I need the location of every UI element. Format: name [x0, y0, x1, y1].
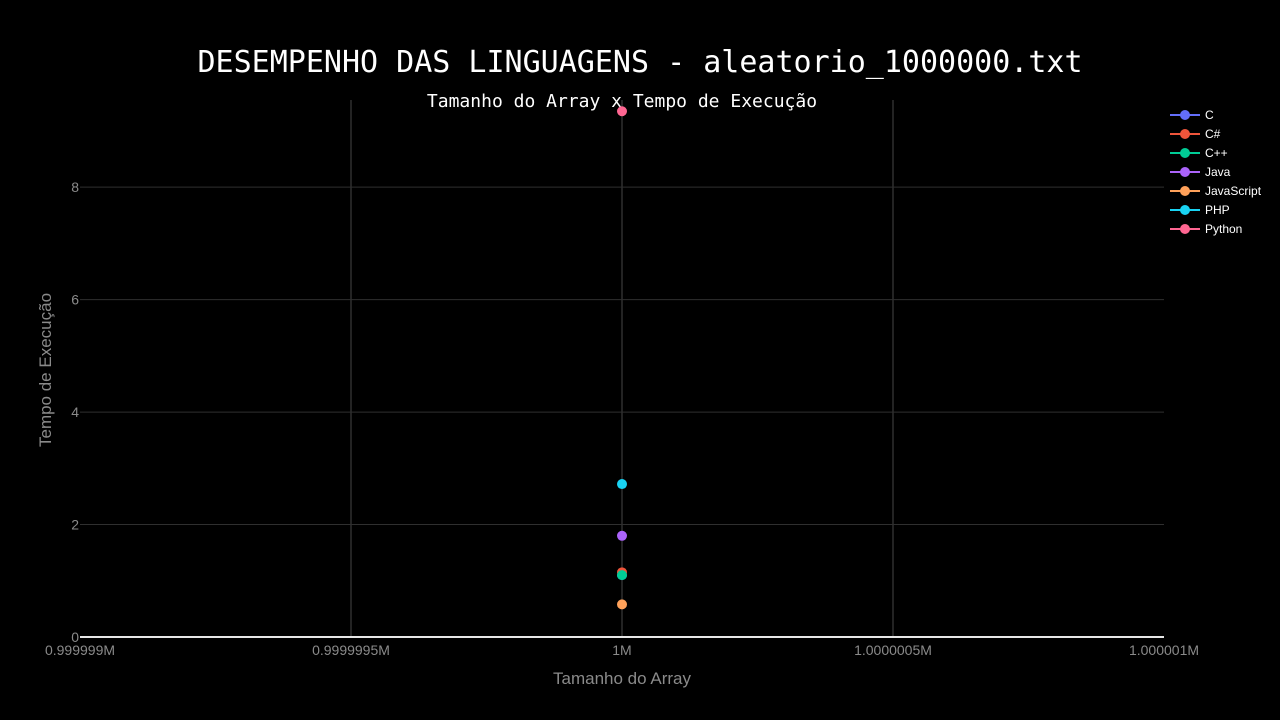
data-point-python[interactable]	[617, 106, 627, 117]
legend-label: C++	[1205, 146, 1228, 160]
legend-marker	[1180, 205, 1190, 215]
legend-label: Java	[1205, 165, 1231, 179]
legend-item[interactable]: PHP	[1170, 203, 1230, 217]
legend-marker	[1180, 167, 1190, 177]
legend-item[interactable]: C#	[1170, 127, 1221, 141]
y-tick-label: 0	[71, 629, 79, 645]
legend-item[interactable]: Python	[1170, 222, 1242, 236]
x-axis-ticks: 0.999999M 0.9999995M 1M 1.0000005M 1.000001M	[45, 642, 1199, 658]
legend-marker	[1180, 148, 1190, 158]
legend[interactable]: C C# C++ Java JavaScript PHP Python	[1170, 108, 1262, 236]
x-tick-label: 0.9999995M	[312, 642, 390, 658]
x-tick-label: 1M	[612, 642, 631, 658]
x-tick-label: 0.999999M	[45, 642, 115, 658]
data-point-java[interactable]	[617, 530, 627, 541]
grid-lines	[80, 100, 1164, 637]
legend-item[interactable]: C++	[1170, 146, 1228, 160]
legend-label: JavaScript	[1205, 184, 1262, 198]
legend-marker	[1180, 129, 1190, 139]
legend-item[interactable]: Java	[1170, 165, 1231, 179]
legend-marker	[1180, 224, 1190, 234]
legend-item[interactable]: C	[1170, 108, 1214, 122]
y-tick-label: 6	[71, 292, 79, 308]
legend-marker	[1180, 110, 1190, 120]
legend-label: PHP	[1205, 203, 1230, 217]
y-axis-label: Tempo de Execução	[36, 293, 55, 447]
data-points	[617, 106, 627, 610]
data-point-php[interactable]	[617, 479, 627, 490]
data-point-c[interactable]	[617, 570, 627, 581]
x-tick-label: 1.000001M	[1129, 642, 1199, 658]
y-tick-label: 8	[71, 179, 79, 195]
data-point-javascript[interactable]	[617, 599, 627, 610]
legend-label: C#	[1205, 127, 1221, 141]
x-tick-label: 1.0000005M	[854, 642, 932, 658]
y-axis-ticks: 0 2 4 6 8	[71, 179, 79, 645]
y-tick-label: 2	[71, 517, 79, 533]
y-tick-label: 4	[71, 404, 79, 420]
legend-label: C	[1205, 108, 1214, 122]
chart-title: DESEMPENHO DAS LINGUAGENS - aleatorio_10…	[197, 45, 1082, 80]
x-axis-label: Tamanho do Array	[553, 669, 691, 688]
legend-label: Python	[1205, 222, 1242, 236]
legend-item[interactable]: JavaScript	[1170, 184, 1262, 198]
legend-marker	[1180, 186, 1190, 196]
